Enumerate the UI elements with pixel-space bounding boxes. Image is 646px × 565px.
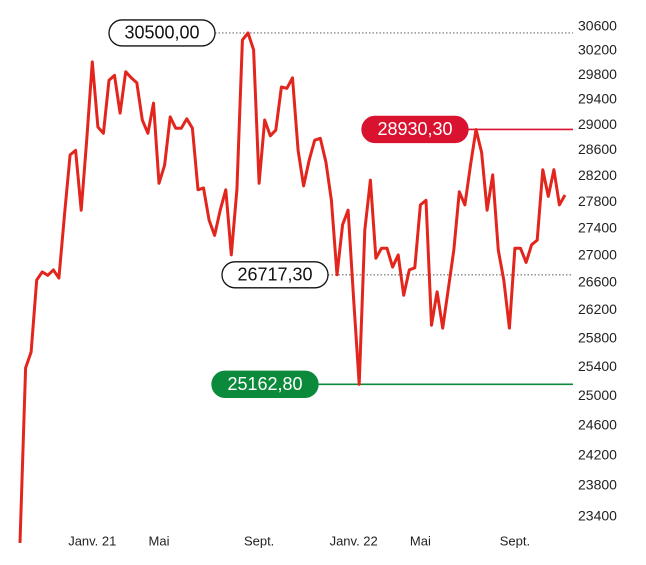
y-tick-label: 24200 (578, 446, 617, 462)
y-tick-label: 28600 (578, 141, 617, 157)
y-tick-label: 26200 (578, 301, 617, 317)
y-tick-label: 23800 (578, 477, 617, 493)
annotation-pill (211, 370, 319, 398)
y-tick-label: 29800 (578, 66, 617, 82)
y-tick-label: 30200 (578, 42, 617, 58)
annotation-pill (108, 19, 216, 47)
y-tick-label: 23400 (578, 508, 617, 524)
x-tick-label: Janv. 22 (330, 533, 378, 548)
annotation-pill (221, 261, 329, 289)
annotation-label: 30500,00 (124, 23, 199, 43)
y-tick-label: 27000 (578, 246, 617, 262)
y-tick-label: 24600 (578, 416, 617, 432)
y-tick-label: 25400 (578, 358, 617, 374)
y-tick-label: 29000 (578, 116, 617, 132)
y-tick-label: 27800 (578, 193, 617, 209)
x-tick-label: Janv. 21 (68, 533, 116, 548)
y-tick-label: 28200 (578, 167, 617, 183)
y-tick-label: 25000 (578, 387, 617, 403)
y-tick-label: 30600 (578, 18, 617, 34)
annotation-label: 25162,80 (227, 374, 302, 394)
y-tick-label: 27400 (578, 219, 617, 235)
y-tick-label: 26600 (578, 274, 617, 290)
annotation-pill (361, 115, 469, 144)
x-tick-label: Mai (410, 533, 431, 548)
x-tick-label: Sept. (500, 533, 530, 548)
line (18, 31, 567, 543)
annotation-label: 28930,30 (377, 119, 452, 139)
x-tick-label: Sept. (244, 533, 274, 548)
y-tick-label: 29400 (578, 91, 617, 107)
annotation-label: 26717,30 (237, 265, 312, 285)
y-tick-label: 25800 (578, 329, 617, 345)
x-tick-label: Mai (149, 533, 170, 548)
